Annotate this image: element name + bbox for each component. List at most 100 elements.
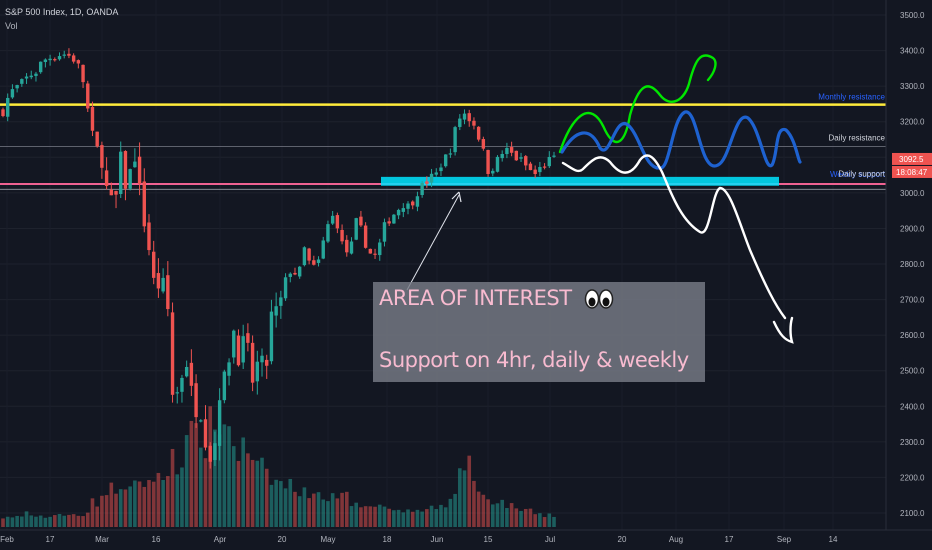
candle-body: [472, 120, 476, 126]
candle-body: [552, 155, 556, 157]
candle-body: [109, 189, 114, 196]
candle-body: [420, 182, 424, 195]
volume-bar: [20, 516, 24, 527]
volume-bar: [137, 481, 142, 527]
volume-bar: [344, 491, 349, 527]
volume-bar: [109, 482, 114, 527]
candle-body: [255, 361, 260, 382]
candle-body: [90, 106, 95, 131]
volume-bar: [90, 498, 95, 527]
volume-bar: [81, 516, 85, 527]
volume-bar: [392, 510, 396, 527]
candle-body: [104, 170, 109, 186]
candle-body: [524, 156, 528, 166]
candle-body: [128, 169, 132, 189]
volume-bar: [180, 467, 184, 527]
candle-body: [194, 383, 198, 418]
volume-bar: [415, 509, 420, 527]
time-tick-label: 18: [383, 535, 392, 544]
volume-bar: [198, 447, 203, 527]
candle-body: [152, 251, 156, 278]
candle-body: [86, 83, 90, 109]
candle-body: [156, 273, 161, 289]
volume-bar: [38, 515, 43, 527]
candle-body: [411, 201, 415, 206]
volume-bar: [114, 493, 118, 527]
volume-bar: [34, 516, 38, 527]
time-tick-label: 16: [152, 535, 161, 544]
volume-bar: [387, 508, 391, 527]
volume-bar: [458, 468, 462, 527]
volume-bar: [100, 495, 104, 527]
candle-body: [326, 224, 330, 242]
volume-bar: [340, 492, 344, 527]
volume-bar: [147, 480, 151, 527]
candle-body: [500, 154, 504, 159]
candle-body: [203, 419, 208, 448]
volume-bar: [15, 515, 19, 527]
area-of-interest-note[interactable]: AREA OF INTEREST Support on 4hr, daily &…: [373, 282, 705, 382]
candle-body: [57, 56, 62, 60]
candle-body: [378, 242, 382, 256]
candle-body: [373, 253, 377, 255]
candle-body: [38, 61, 43, 73]
candle-body: [293, 272, 297, 275]
candle-body: [71, 55, 76, 62]
candle-body: [222, 371, 227, 401]
current-price-tag: [892, 152, 932, 165]
weekly-support-label: Weekly support: [830, 170, 886, 179]
candle-body: [495, 156, 500, 172]
candle-body: [443, 154, 448, 167]
white-arrowhead: [772, 316, 794, 344]
candle-body: [76, 60, 81, 64]
time-tick-label: Feb: [0, 535, 14, 544]
candle-body: [24, 76, 29, 79]
candle-body: [95, 131, 99, 147]
volume-bar: [10, 517, 15, 527]
candle-body: [448, 153, 453, 155]
price-tick-label: 2400.0: [900, 402, 925, 411]
volume-bar: [472, 480, 476, 527]
candle-body: [307, 248, 311, 261]
eyes-icon: [584, 289, 614, 309]
candle-body: [1, 109, 5, 117]
volume-bar: [269, 484, 274, 527]
pointer-arrowhead: [451, 191, 462, 203]
volume-bar: [377, 504, 382, 527]
white-projection-path: [561, 154, 787, 320]
volume-bar: [382, 506, 387, 527]
candle-body: [147, 222, 151, 251]
candle-body: [439, 167, 443, 172]
volume-bar: [406, 509, 410, 527]
candle-body: [425, 181, 429, 184]
volume-bar: [283, 488, 288, 527]
grid-lines: [0, 14, 886, 514]
volume-bar: [453, 493, 457, 527]
candle-body: [34, 73, 38, 76]
volume-bar: [227, 426, 231, 527]
volume-bar: [410, 511, 415, 527]
candle-body: [166, 275, 170, 310]
price-tick-label: 2500.0: [900, 367, 925, 376]
drawings: [406, 54, 802, 344]
volume-bar: [519, 510, 523, 527]
volume-bar: [76, 515, 81, 527]
candle-body: [241, 336, 245, 363]
volume-bar: [528, 508, 533, 527]
volume-bar: [514, 508, 519, 527]
volume-bar: [312, 493, 316, 527]
candle-body: [43, 59, 48, 63]
volume-bar: [71, 514, 76, 527]
volume-bar: [349, 506, 354, 527]
volume-bar: [302, 487, 307, 527]
note-title: AREA OF INTEREST: [379, 286, 572, 310]
volume-bar: [213, 429, 217, 527]
time-tick-label: 14: [829, 535, 838, 544]
monthly-resistance-label: Monthly resistance: [818, 93, 885, 102]
candle-body: [142, 181, 146, 227]
price-tick-label: 2100.0: [900, 509, 925, 518]
candle-body: [67, 53, 71, 56]
candle-body: [542, 166, 547, 168]
volume-bar: [321, 499, 326, 527]
